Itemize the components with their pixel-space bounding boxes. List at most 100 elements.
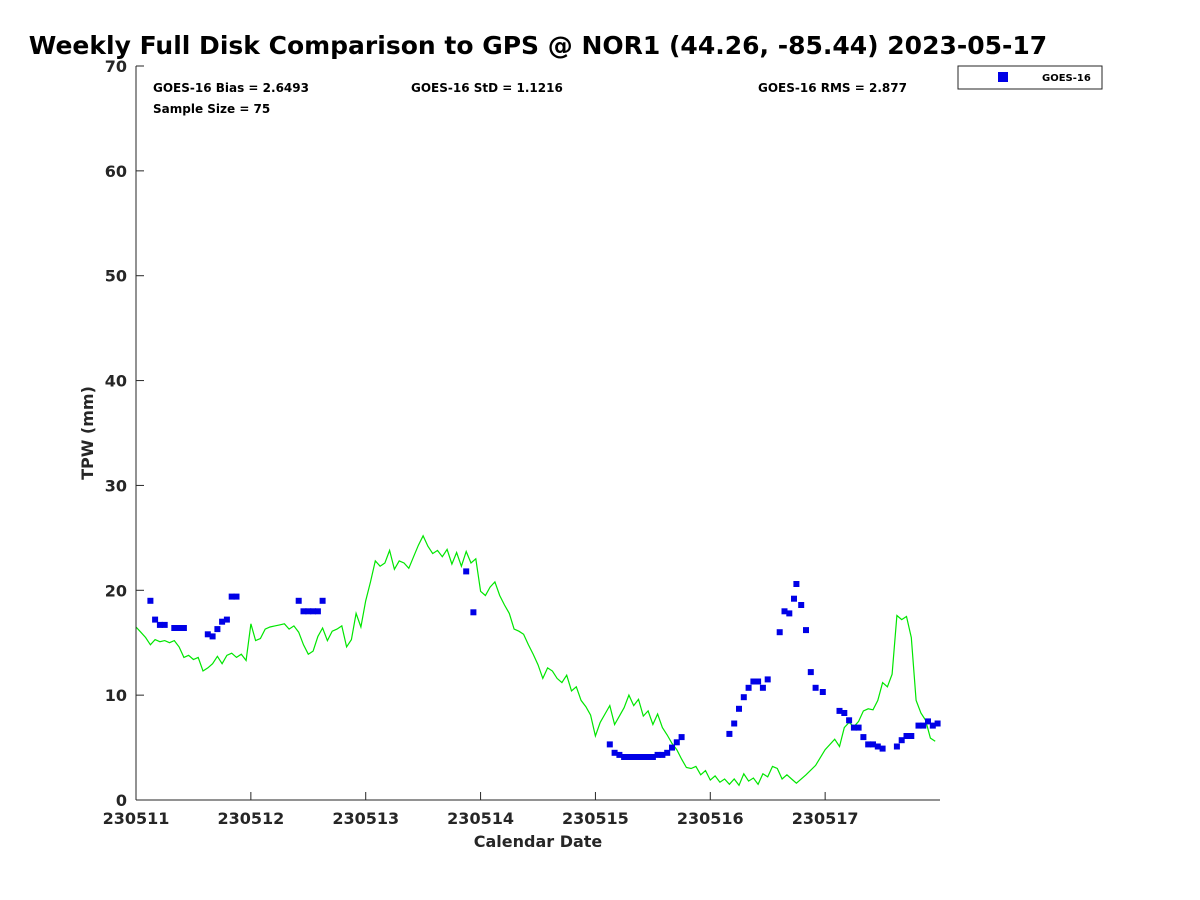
legend: GOES-16 bbox=[957, 65, 1103, 90]
goes16-data-point bbox=[649, 754, 656, 760]
goes16-data-point bbox=[233, 593, 240, 600]
goes16-data-point bbox=[925, 718, 931, 725]
goes16-data-point bbox=[310, 608, 317, 615]
y-tick-label: 10 bbox=[105, 686, 127, 705]
goes16-data-point bbox=[870, 741, 876, 748]
rms-stat: GOES-16 RMS = 2.877 bbox=[758, 81, 907, 95]
goes16-data-point bbox=[314, 608, 321, 615]
x-tick-label: 230511 bbox=[103, 809, 170, 828]
goes16-data-point bbox=[171, 625, 178, 631]
goes16-data-point bbox=[934, 720, 941, 727]
goes16-data-point bbox=[819, 689, 826, 695]
sample-size-stat: Sample Size = 75 bbox=[153, 102, 270, 116]
goes16-data-point bbox=[625, 754, 632, 760]
goes16-data-point bbox=[147, 597, 154, 604]
y-tick-label: 20 bbox=[105, 581, 127, 600]
goes16-data-point bbox=[611, 749, 618, 756]
goes16-data-point bbox=[616, 751, 623, 758]
goes16-data-point bbox=[209, 633, 216, 640]
goes16-data-point bbox=[807, 669, 814, 676]
goes16-data-point bbox=[898, 737, 905, 744]
x-tick-label: 230517 bbox=[792, 809, 859, 828]
goes16-data-point bbox=[673, 739, 680, 746]
goes16-data-point bbox=[745, 684, 752, 691]
y-tick-label: 40 bbox=[105, 372, 127, 391]
goes16-data-point bbox=[740, 694, 747, 701]
goes16-data-point bbox=[865, 741, 872, 748]
legend-box bbox=[957, 65, 1103, 90]
goes16-data-point bbox=[635, 754, 642, 760]
goes16-data-point bbox=[470, 609, 477, 616]
std-stat: GOES-16 StD = 1.1216 bbox=[411, 81, 563, 95]
goes16-data-point bbox=[645, 754, 652, 760]
goes16-data-point bbox=[214, 626, 221, 633]
goes16-data-point bbox=[669, 744, 675, 751]
goes16-data-point bbox=[798, 602, 805, 608]
goes16-data-point bbox=[786, 610, 793, 617]
goes16-data-point bbox=[920, 722, 927, 729]
goes16-data-point bbox=[812, 684, 819, 691]
goes16-data-point bbox=[630, 754, 637, 760]
goes16-data-point bbox=[640, 754, 647, 760]
goes16-data-point bbox=[759, 684, 766, 691]
goes16-data-point bbox=[606, 741, 613, 748]
plot-area bbox=[135, 534, 941, 787]
goes16-data-point bbox=[664, 749, 671, 756]
y-tick-label: 70 bbox=[105, 57, 127, 76]
goes16-data-point bbox=[731, 720, 738, 727]
goes16-data-point bbox=[908, 733, 915, 739]
goes16-data-point bbox=[161, 621, 168, 628]
goes16-data-point bbox=[156, 621, 163, 628]
goes16-data-point bbox=[305, 608, 312, 615]
goes16-data-point bbox=[929, 722, 936, 729]
x-tick-label: 230513 bbox=[332, 809, 399, 828]
legend-marker bbox=[998, 72, 1008, 82]
x-axis-label: Calendar Date bbox=[474, 832, 603, 851]
goes16-data-point bbox=[750, 678, 757, 685]
goes16-data-point bbox=[836, 707, 843, 714]
x-tick-label: 230516 bbox=[677, 809, 744, 828]
goes16-data-point bbox=[781, 608, 788, 615]
goes16-data-point bbox=[726, 730, 733, 737]
y-axis-label: TPW (mm) bbox=[78, 386, 97, 480]
goes16-data-point bbox=[915, 722, 922, 729]
goes16-data-point bbox=[678, 734, 685, 741]
goes16-data-point bbox=[893, 743, 900, 750]
goes16-data-point bbox=[463, 568, 470, 575]
goes16-data-point bbox=[621, 754, 628, 760]
gps-series-line bbox=[135, 534, 936, 787]
goes16-data-point bbox=[855, 724, 862, 731]
goes16-data-point bbox=[755, 678, 762, 685]
goes16-data-point bbox=[228, 593, 235, 600]
goes16-data-point bbox=[903, 733, 910, 739]
goes16-data-point bbox=[793, 581, 800, 587]
x-tick-label: 230514 bbox=[447, 809, 514, 828]
y-tick-label: 30 bbox=[105, 476, 127, 495]
goes16-data-point bbox=[659, 751, 666, 758]
goes16-data-point bbox=[803, 627, 809, 634]
x-tick-label: 230512 bbox=[217, 809, 284, 828]
goes16-data-point bbox=[219, 618, 226, 625]
goes16-data-point bbox=[791, 595, 797, 602]
chart-title: Weekly Full Disk Comparison to GPS @ NOR… bbox=[29, 31, 1047, 60]
y-tick-label: 50 bbox=[105, 267, 127, 286]
goes16-data-point bbox=[764, 676, 771, 683]
goes16-data-point bbox=[295, 597, 302, 604]
goes16-data-point bbox=[841, 710, 848, 716]
x-tick-label: 230515 bbox=[562, 809, 629, 828]
legend-label: GOES-16 bbox=[1042, 73, 1091, 84]
goes16-data-point bbox=[850, 724, 857, 731]
goes16-data-point bbox=[879, 745, 886, 752]
goes16-data-point bbox=[152, 616, 159, 623]
goes16-data-point bbox=[223, 616, 230, 623]
goes16-data-point bbox=[319, 597, 326, 604]
goes16-data-point bbox=[204, 631, 211, 638]
goes16-data-point bbox=[180, 625, 187, 631]
goes16-data-point bbox=[300, 608, 307, 615]
axes: 0 10 20 30 40 50 60 70 230511 230512 230513 230514 2… bbox=[103, 57, 940, 828]
y-tick-label: 0 bbox=[116, 791, 127, 810]
y-tick-label: 60 bbox=[105, 162, 127, 181]
goes16-data-point bbox=[654, 751, 661, 758]
goes16-data-point bbox=[776, 629, 783, 636]
